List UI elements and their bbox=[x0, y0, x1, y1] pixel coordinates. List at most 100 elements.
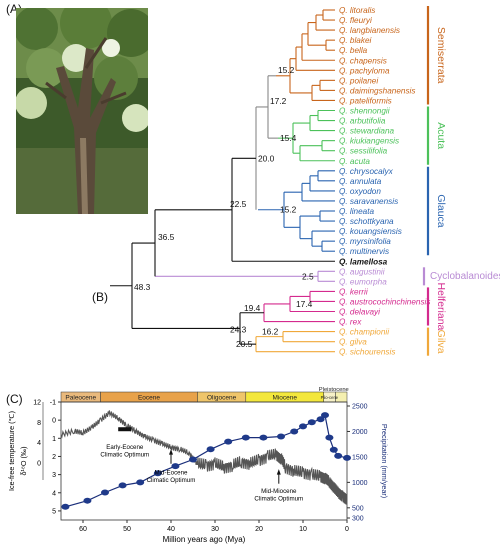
precipitation-point bbox=[171, 463, 180, 470]
y-right-tick-label: 500 bbox=[352, 505, 364, 512]
epoch-label: Paleocene bbox=[65, 395, 96, 402]
precipitation-point bbox=[277, 433, 285, 440]
precipitation-point bbox=[299, 423, 307, 430]
node-age-label: 15.2 bbox=[278, 65, 295, 75]
precipitation-point bbox=[321, 412, 329, 419]
precipitation-point bbox=[61, 503, 70, 510]
eeco-marker bbox=[118, 427, 132, 432]
species-label: Q. bella bbox=[339, 46, 368, 55]
species-label: Q. eumorpha bbox=[339, 277, 387, 286]
precipitation-point bbox=[316, 416, 325, 423]
node-age-label: 2.5 bbox=[302, 271, 314, 281]
species-label: Q. augustinii bbox=[339, 267, 385, 276]
species-label: Q. daimingshanensis bbox=[339, 86, 415, 95]
precipitation-point bbox=[136, 479, 145, 486]
species-label: Q. rex bbox=[339, 318, 362, 327]
oak-tree-photo bbox=[16, 8, 148, 214]
temp-tick-label: 4 bbox=[37, 440, 41, 447]
y-right-tick-label: 300 bbox=[352, 516, 364, 523]
species-label: Q. pateliformis bbox=[339, 96, 392, 105]
y-tick-label: 4 bbox=[52, 490, 56, 497]
clade-label: Acuta bbox=[435, 122, 447, 149]
x-tick-label: 50 bbox=[123, 526, 131, 533]
epoch-label: Oligocene bbox=[207, 395, 237, 402]
species-label: Q. acuta bbox=[339, 157, 370, 166]
precipitation-point bbox=[224, 438, 233, 445]
species-label: Q. fleuryi bbox=[339, 16, 372, 25]
species-label: Q. arbutifolia bbox=[339, 117, 386, 126]
node-age-label: 15.4 bbox=[280, 133, 297, 143]
annotation-label: Mid-Eocene Climatic Optimum bbox=[147, 470, 196, 485]
node-age-label: 22.5 bbox=[230, 199, 247, 209]
precipitation-point bbox=[83, 497, 92, 504]
species-label: Q. schottkyana bbox=[339, 217, 394, 226]
precipitation-series-line bbox=[65, 414, 348, 508]
species-label: Q. gilva bbox=[339, 338, 367, 347]
panel-label-b: (B) bbox=[92, 290, 108, 304]
species-label: Q. championii bbox=[339, 328, 389, 337]
x-tick-label: 20 bbox=[255, 526, 263, 533]
y-tick-label: 3 bbox=[52, 472, 56, 479]
precipitation-point bbox=[101, 489, 109, 496]
species-label: Q. langbianensis bbox=[339, 26, 400, 35]
species-label: Q. kerrii bbox=[339, 287, 368, 296]
temp-tick-label: 8 bbox=[37, 420, 41, 427]
panel-label-c: (C) bbox=[6, 392, 23, 406]
x-axis-label: Million years ago (Mya) bbox=[163, 535, 246, 544]
node-age-label: 48.3 bbox=[134, 282, 151, 292]
x-tick-label: 30 bbox=[211, 526, 219, 533]
clade-label: Glauca bbox=[435, 194, 447, 227]
species-label: Q. austrocochinchinensis bbox=[339, 297, 430, 306]
epoch-label: Miocene bbox=[272, 395, 297, 402]
precipitation-point bbox=[206, 446, 215, 453]
x-tick-label: 10 bbox=[299, 526, 307, 533]
epoch-label: Pleistocene bbox=[319, 387, 349, 393]
clade-label: Helferiana bbox=[435, 283, 447, 331]
x-tick-label: 60 bbox=[79, 526, 87, 533]
species-label: Q. chrysocalyx bbox=[339, 167, 394, 176]
species-label: Q. lineata bbox=[339, 207, 374, 216]
annotation-label: Early-Eocene Climatic Optimum bbox=[100, 444, 149, 459]
y-right-tick-label: 1500 bbox=[352, 454, 368, 461]
species-label: Q. shennongii bbox=[339, 107, 390, 116]
precipitation-point bbox=[259, 434, 268, 441]
d18o-series-line bbox=[60, 410, 348, 505]
y-axis-label-temp: Ice-free temperature (℃) bbox=[7, 411, 16, 491]
species-label: Q. pachyloma bbox=[339, 66, 390, 75]
y-axis-label-d18o: δ¹⁸O (‰) bbox=[19, 447, 28, 476]
species-label: Q. saravanensis bbox=[339, 197, 398, 206]
y-tick-label: 1 bbox=[52, 436, 56, 443]
y-right-tick-label: 1000 bbox=[352, 480, 368, 487]
species-label: Q. sichourensis bbox=[339, 348, 395, 357]
species-label: Q. poilanei bbox=[339, 76, 378, 85]
y-tick-label: 2 bbox=[52, 454, 56, 461]
precipitation-point bbox=[189, 456, 197, 463]
species-label: Q. kiukiangensis bbox=[339, 137, 399, 146]
temp-tick-label: 12 bbox=[33, 400, 41, 407]
node-age-label: 20.0 bbox=[258, 153, 275, 163]
species-label: Q. kouangsiensis bbox=[339, 227, 402, 236]
species-label: Q. sessilifolia bbox=[339, 147, 388, 156]
species-label: Q. oxyodon bbox=[339, 187, 381, 196]
precipitation-point bbox=[325, 434, 334, 441]
clade-label: Semiserrata bbox=[435, 27, 447, 84]
species-label: Q. annulata bbox=[339, 177, 382, 186]
y-tick-label: -1 bbox=[50, 400, 56, 407]
node-age-label: 20.5 bbox=[236, 339, 253, 349]
precipitation-point bbox=[290, 428, 299, 435]
clade-label: Gilva bbox=[435, 330, 447, 354]
species-label: Q. delavayi bbox=[339, 308, 380, 317]
y-tick-label: 0 bbox=[52, 418, 56, 425]
species-label: Q. lamellosa bbox=[339, 257, 388, 266]
species-label: Q. multinervis bbox=[339, 247, 389, 256]
precipitation-point bbox=[343, 454, 351, 461]
x-tick-label: 0 bbox=[345, 526, 349, 533]
precipitation-point bbox=[241, 434, 250, 441]
node-age-label: 36.5 bbox=[158, 232, 175, 242]
plot-frame bbox=[60, 401, 348, 521]
node-age-label: 17.4 bbox=[296, 299, 313, 309]
epoch-label: Eocene bbox=[138, 395, 160, 402]
precipitation-point bbox=[307, 419, 316, 426]
y-right-tick-label: 2500 bbox=[352, 404, 368, 411]
